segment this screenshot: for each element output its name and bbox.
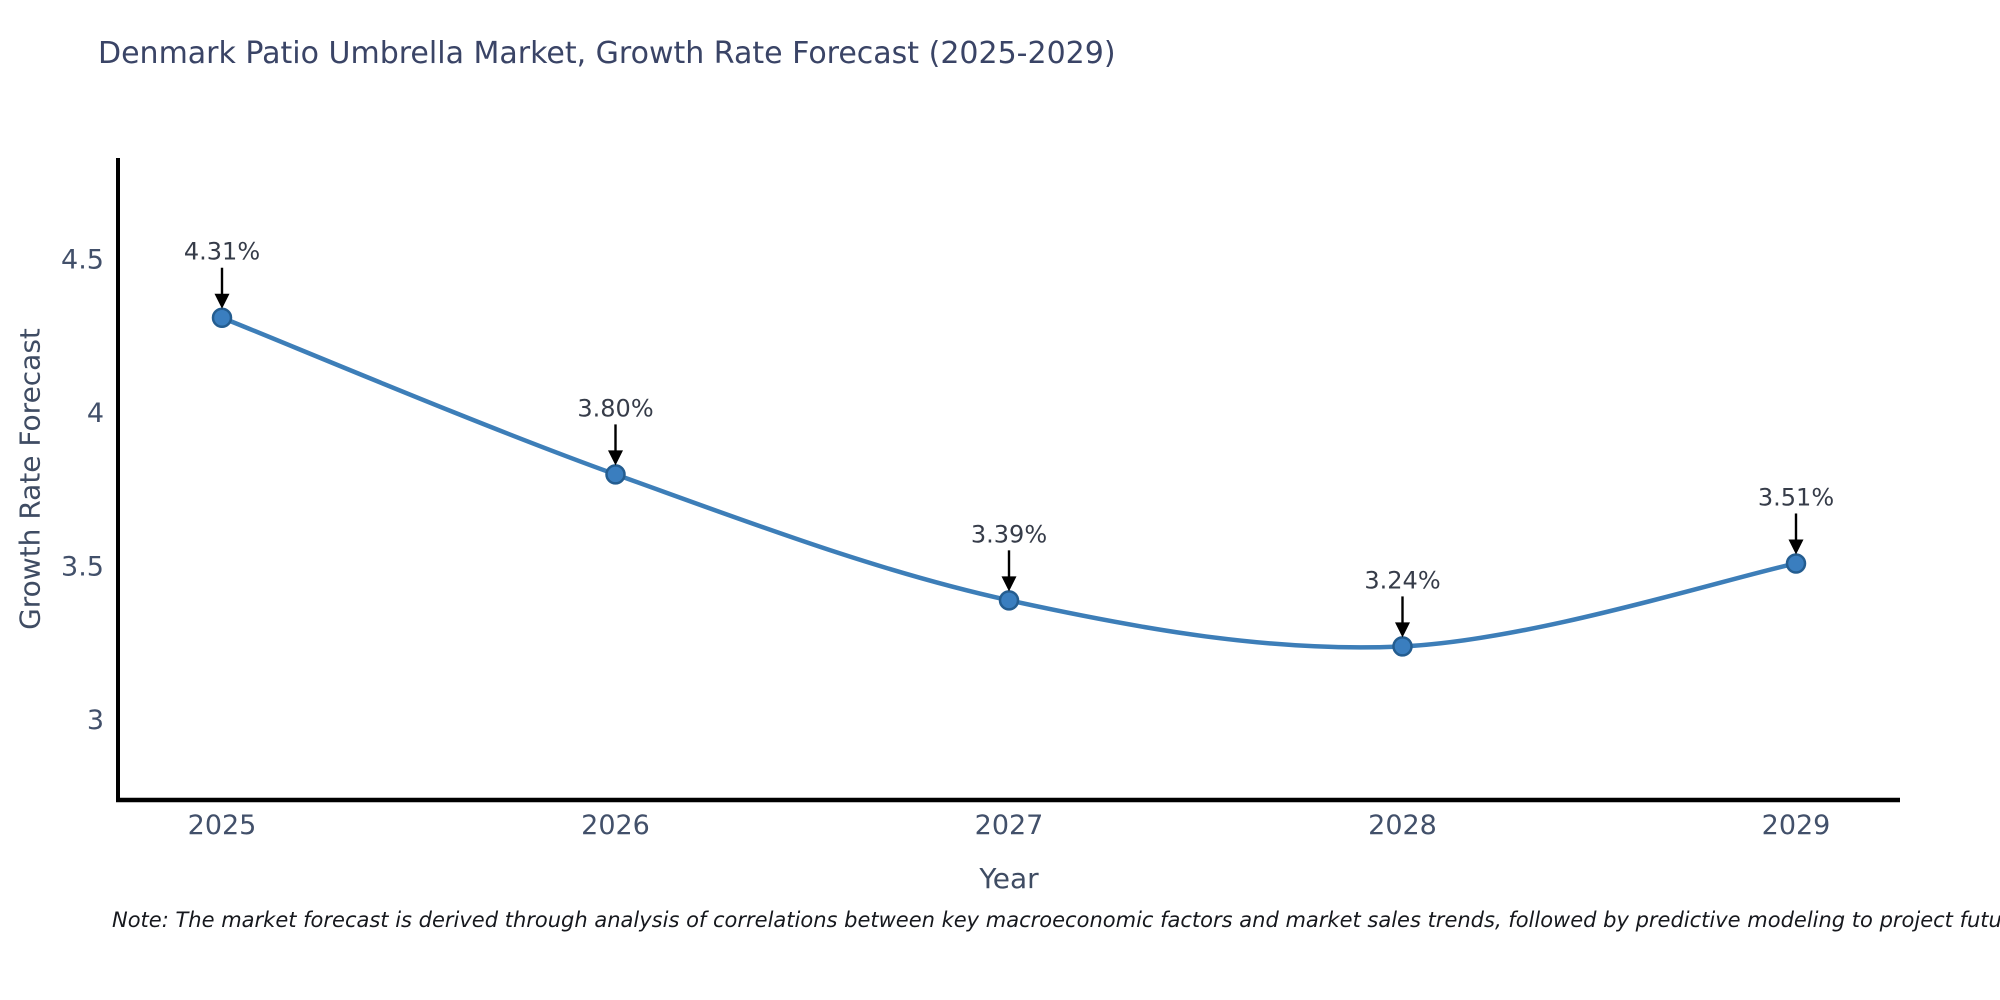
y-tick-label: 4 xyxy=(87,398,104,429)
annotation-arrow-head xyxy=(1001,576,1017,592)
y-tick-label: 4.5 xyxy=(61,244,104,275)
annotation-arrow-head xyxy=(1395,622,1410,638)
x-tick-label: 2028 xyxy=(1368,810,1437,841)
y-axis-label: Growth Rate Forecast xyxy=(13,328,47,630)
x-axis-label: Year xyxy=(979,862,1039,895)
chart-title: Denmark Patio Umbrella Market, Growth Ra… xyxy=(98,36,1116,71)
footnote: Note: The market forecast is derived thr… xyxy=(112,908,2000,932)
data-point-marker xyxy=(211,307,233,328)
data-point-marker xyxy=(1785,553,1807,574)
annotation-arrow-head xyxy=(608,450,623,466)
data-point-label: 3.24% xyxy=(1364,566,1440,594)
x-tick-label: 2027 xyxy=(975,810,1044,841)
annotation-arrow-head xyxy=(214,293,230,309)
data-point-marker xyxy=(998,590,1020,611)
x-tick-label: 2025 xyxy=(188,810,257,841)
annotation-arrow-head xyxy=(1788,539,1804,555)
y-tick-label: 3.5 xyxy=(61,552,104,583)
data-point-label: 3.80% xyxy=(577,394,653,422)
data-point-label: 3.39% xyxy=(971,520,1047,548)
x-tick-label: 2026 xyxy=(581,810,650,841)
data-point-label: 3.51% xyxy=(1758,483,1834,511)
data-point-label: 4.31% xyxy=(184,238,260,266)
data-point-marker xyxy=(1392,636,1413,657)
x-tick-label: 2029 xyxy=(1762,810,1831,841)
data-point-marker xyxy=(605,464,626,485)
y-tick-label: 3 xyxy=(87,705,104,736)
